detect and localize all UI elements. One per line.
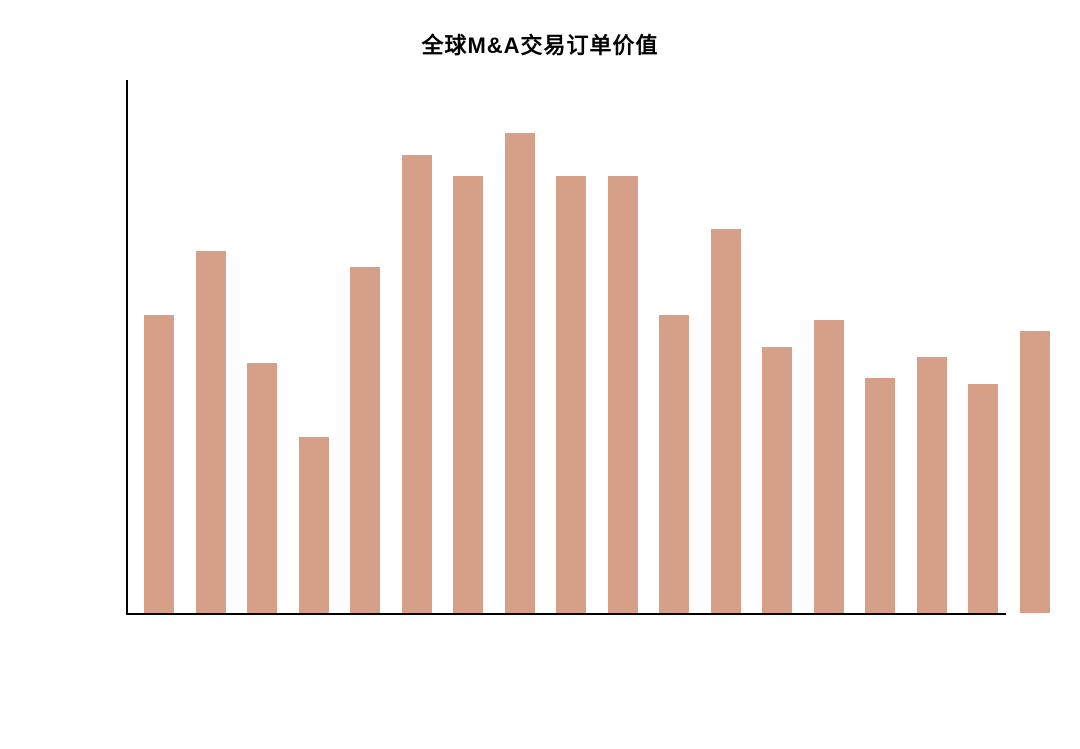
bar [762,347,792,614]
bar [196,251,226,613]
plot-area [126,80,1006,615]
bar [299,437,329,613]
chart-title: 全球M&A交易订单价值 [0,28,1080,60]
bars-layer [126,80,1006,615]
bar [453,176,483,613]
chart-container: 全球M&A交易订单价值 [0,0,1080,749]
bar [711,229,741,613]
bar [402,155,432,613]
bar [556,176,586,613]
bar [350,267,380,613]
bar [917,357,947,613]
bar [1020,331,1050,613]
bar [865,378,895,613]
bar [659,315,689,613]
bar [968,384,998,613]
bar [144,315,174,613]
bar [814,320,844,613]
bar [247,363,277,614]
bar [505,133,535,613]
bar [608,176,638,613]
